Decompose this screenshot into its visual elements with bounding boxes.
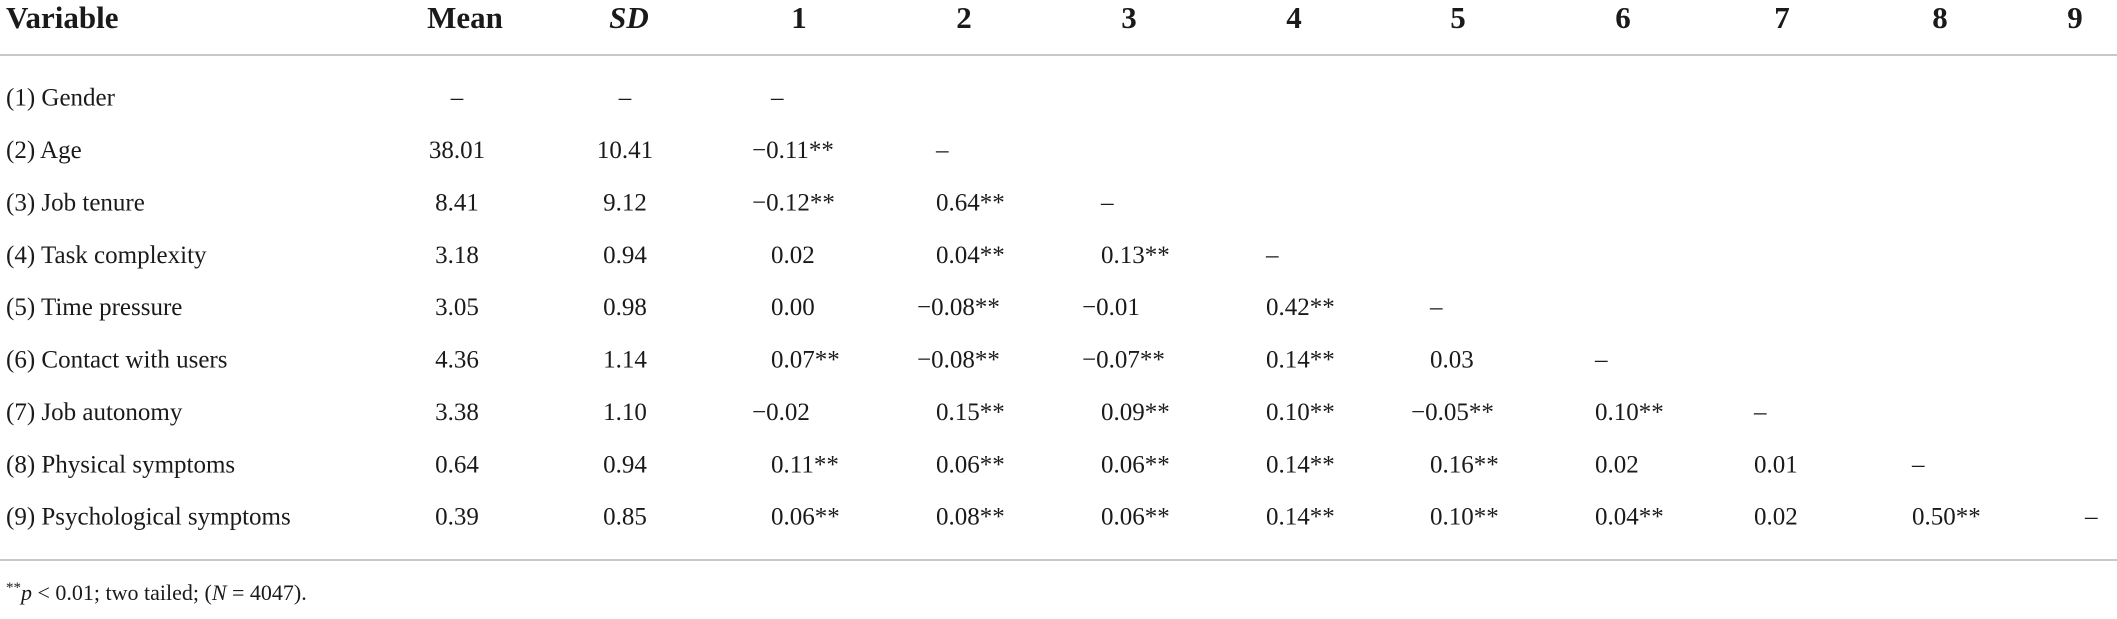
correlation-cell: 0.13** (1101, 242, 1170, 269)
column-header: 2 (956, 0, 972, 35)
variable-name: (5) Time pressure (6, 294, 182, 321)
column-header: 3 (1121, 0, 1137, 35)
column-header: Mean (427, 0, 503, 35)
mean-cell: 0.39 (435, 504, 479, 531)
correlation-cell: – (1911, 451, 1925, 478)
variable-name: (9) Psychological symptoms (6, 504, 291, 531)
correlation-cell: 0.09** (1101, 399, 1170, 426)
variable-name: (2) Age (6, 137, 82, 164)
correlation-cell: 0.64** (936, 189, 1005, 216)
sd-cell: 0.85 (603, 504, 647, 531)
variable-name: (1) Gender (6, 85, 116, 112)
sd-cell: 0.98 (603, 294, 647, 321)
footnote-part: < 0.01; two tailed; ( (32, 580, 212, 605)
sd-cell: 0.94 (603, 451, 647, 478)
correlation-cell: 0.14** (1266, 347, 1335, 374)
mean-cell: 0.64 (435, 451, 479, 478)
footnote-part: N (211, 580, 228, 605)
correlation-cell: – (1753, 399, 1767, 426)
correlation-cell: −0.07** (1082, 347, 1165, 374)
sd-cell: 0.94 (603, 242, 647, 269)
correlation-cell: −0.01 (1082, 294, 1140, 321)
correlation-cell: 0.11** (771, 451, 839, 478)
column-header: Variable (6, 0, 119, 35)
correlation-cell: 0.15** (936, 399, 1005, 426)
column-header: 1 (791, 0, 807, 35)
mean-cell: 4.36 (435, 347, 479, 374)
correlation-cell: 0.01 (1754, 451, 1798, 478)
correlation-cell: – (1429, 294, 1443, 321)
correlation-cell: 0.10** (1595, 399, 1664, 426)
correlation-cell: 0.16** (1430, 451, 1499, 478)
correlation-cell: −0.08** (917, 347, 1000, 374)
correlation-cell: – (1594, 347, 1608, 374)
column-header: 9 (2067, 0, 2083, 35)
variable-name: (4) Task complexity (6, 242, 207, 269)
correlation-cell: 0.50** (1912, 504, 1981, 531)
correlation-cell: −0.02 (752, 399, 810, 426)
footnote-part: p (19, 580, 32, 605)
sd-cell: – (618, 85, 632, 112)
correlation-cell: 0.02 (771, 242, 815, 269)
mean-cell: – (450, 85, 464, 112)
correlation-cell: 0.06** (936, 451, 1005, 478)
correlation-cell: 0.06** (1101, 504, 1170, 531)
correlation-cell: −0.11** (752, 137, 834, 164)
correlation-cell: 0.42** (1266, 294, 1335, 321)
column-header: 5 (1450, 0, 1466, 35)
correlation-cell: 0.08** (936, 504, 1005, 531)
correlation-cell: −0.05** (1411, 399, 1494, 426)
correlation-cell: 0.14** (1266, 504, 1335, 531)
footnote: **p < 0.01; two tailed; (N = 4047). (6, 580, 307, 605)
sd-cell: 1.14 (603, 347, 647, 374)
correlation-cell: 0.03 (1430, 347, 1474, 374)
variable-name: (7) Job autonomy (6, 399, 183, 426)
correlation-cell: – (1265, 242, 1279, 269)
variable-name: (3) Job tenure (6, 189, 145, 216)
column-header: 7 (1774, 0, 1790, 35)
correlation-cell: 0.10** (1430, 504, 1499, 531)
correlation-cell: 0.10** (1266, 399, 1335, 426)
correlation-cell: – (1100, 189, 1114, 216)
mean-cell: 8.41 (435, 189, 479, 216)
footnote-part: = 4047). (227, 580, 307, 605)
correlation-cell: – (770, 85, 784, 112)
column-header: 4 (1286, 0, 1302, 35)
correlation-cell: 0.06** (1101, 451, 1170, 478)
correlation-cell: 0.07** (771, 347, 840, 374)
correlation-cell: 0.00 (771, 294, 815, 321)
mean-cell: 3.05 (435, 294, 479, 321)
correlation-cell: – (935, 137, 949, 164)
correlation-cell: – (2084, 504, 2098, 531)
mean-cell: 3.18 (435, 242, 479, 269)
column-header: 6 (1615, 0, 1631, 35)
correlation-cell: −0.08** (917, 294, 1000, 321)
column-header: SD (609, 0, 649, 35)
mean-cell: 3.38 (435, 399, 479, 426)
sd-cell: 10.41 (597, 137, 653, 164)
sd-cell: 1.10 (603, 399, 647, 426)
correlation-cell: 0.06** (771, 504, 840, 531)
correlation-cell: 0.02 (1595, 451, 1639, 478)
correlation-cell: 0.04** (1595, 504, 1664, 531)
mean-cell: 38.01 (429, 137, 485, 164)
correlation-cell: 0.02 (1754, 504, 1798, 531)
correlation-cell: −0.12** (752, 189, 835, 216)
correlation-cell: 0.04** (936, 242, 1005, 269)
correlation-cell: 0.14** (1266, 451, 1335, 478)
sd-cell: 9.12 (603, 189, 647, 216)
variable-name: (6) Contact with users (6, 347, 227, 374)
footnote-part: ** (6, 580, 21, 596)
column-header: 8 (1932, 0, 1948, 35)
variable-name: (8) Physical symptoms (6, 451, 235, 478)
